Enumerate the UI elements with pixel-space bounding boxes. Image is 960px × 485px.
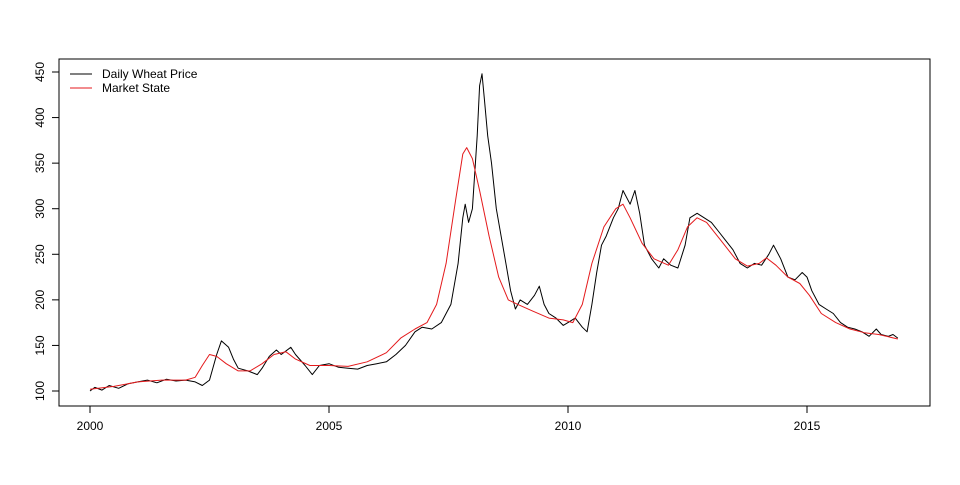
series-line-market-state [89,147,898,390]
y-tick-label: 300 [33,198,47,218]
legend: Daily Wheat Price Market State [70,67,198,95]
y-tick-label: 250 [33,244,47,264]
legend-label-state: Market State [102,81,170,95]
series-line-wheat-price [89,73,899,392]
x-tick-label: 2015 [794,419,821,433]
x-tick-label: 2010 [555,419,582,433]
legend-label-price: Daily Wheat Price [102,67,198,81]
series-layer [89,73,899,392]
y-tick-label: 450 [33,62,47,82]
y-tick-label: 100 [33,381,47,401]
x-tick-label: 2000 [77,419,104,433]
plot-area-border [58,58,931,407]
y-tick-label: 200 [33,290,47,310]
y-tick-label: 350 [33,153,47,173]
x-tick-label: 2005 [316,419,343,433]
axes-layer: 2000 2005 2010 2015 100 150 200 250 300 350 400 450 [33,62,820,433]
y-tick-label: 400 [33,107,47,127]
y-tick-label: 150 [33,335,47,355]
